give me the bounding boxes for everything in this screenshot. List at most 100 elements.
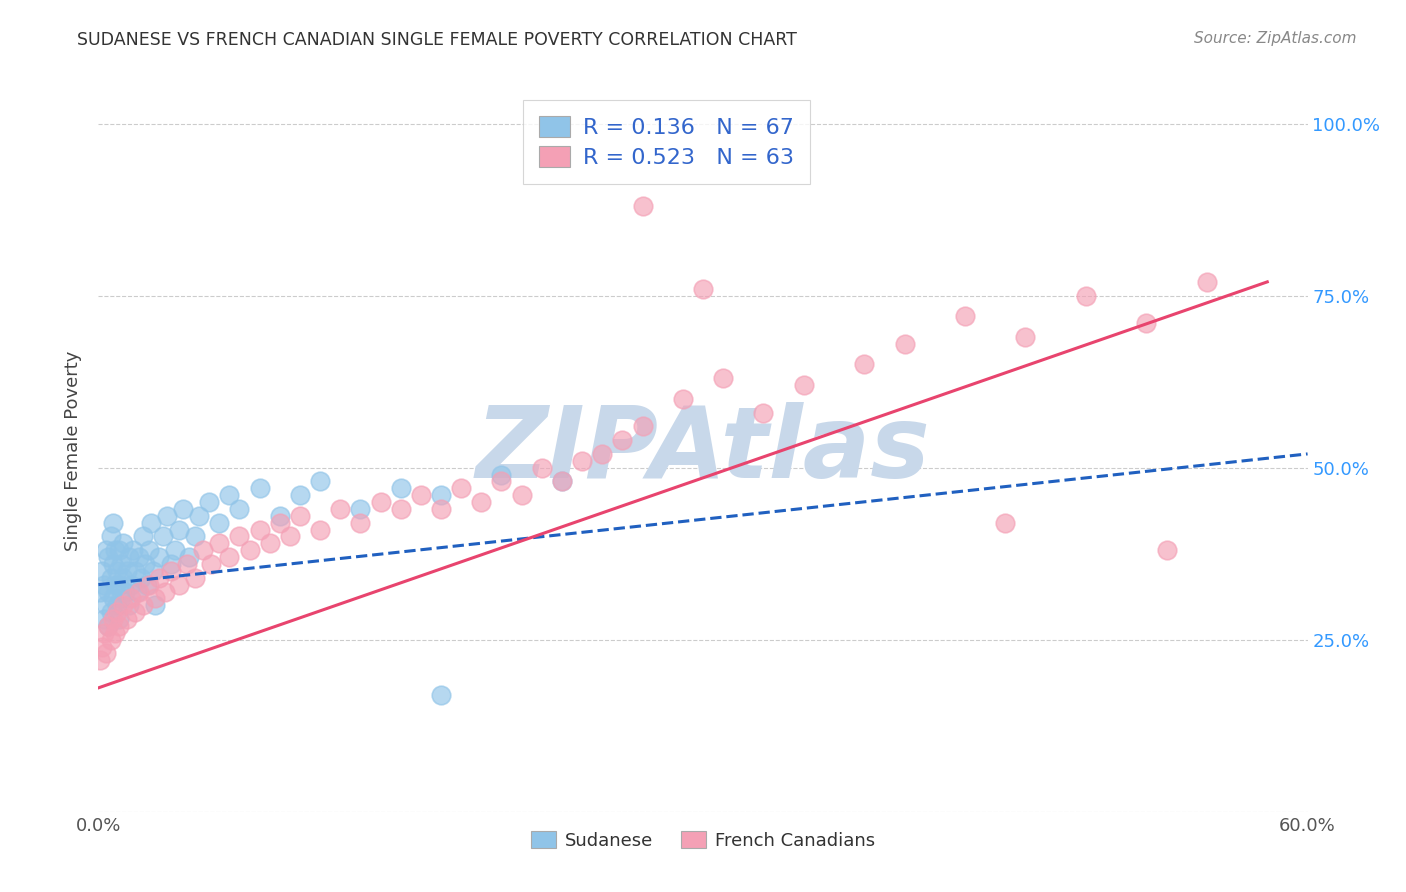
Point (132, 529, 155, 543)
Point (132, 599, 155, 613)
Point (288, 508, 311, 523)
Point (389, 502, 412, 516)
Point (128, 550, 150, 565)
Point (120, 591, 142, 606)
Point (184, 529, 207, 543)
Point (853, 358, 876, 372)
Point (349, 502, 371, 516)
Point (167, 523, 190, 537)
Point (153, 584, 176, 599)
Point (100, 632, 122, 647)
Point (491, 467, 513, 482)
Point (1074, 288, 1097, 302)
Point (510, 488, 533, 502)
Point (97, 550, 120, 565)
Point (218, 488, 240, 502)
Point (110, 591, 132, 606)
Point (893, 336, 915, 351)
Point (120, 577, 142, 591)
Point (148, 571, 170, 585)
Point (551, 475, 574, 489)
Point (994, 516, 1017, 530)
Point (1195, 275, 1218, 289)
Point (193, 543, 215, 558)
Point (101, 591, 124, 606)
Text: Source: ZipAtlas.com: Source: ZipAtlas.com (1194, 31, 1357, 46)
Point (228, 502, 250, 516)
Point (96, 543, 118, 558)
Point (571, 454, 593, 468)
Point (103, 577, 125, 591)
Point (138, 577, 160, 591)
Point (91, 640, 114, 654)
Point (188, 508, 211, 523)
Point (124, 605, 146, 619)
Point (115, 564, 138, 578)
Point (101, 612, 124, 626)
Text: ZIPAtlas: ZIPAtlas (475, 402, 931, 499)
Point (672, 392, 695, 406)
Point (107, 612, 129, 626)
Point (200, 557, 222, 571)
Point (953, 310, 976, 324)
Point (148, 550, 170, 565)
Point (110, 557, 132, 571)
Point (105, 605, 128, 619)
Point (139, 516, 162, 530)
Text: SUDANESE VS FRENCH CANADIAN SINGLE FEMALE POVERTY CORRELATION CHART: SUDANESE VS FRENCH CANADIAN SINGLE FEMAL… (77, 31, 797, 49)
Point (430, 488, 453, 502)
Point (259, 536, 281, 550)
Point (138, 543, 160, 558)
Point (612, 433, 634, 447)
Point (101, 557, 124, 571)
Point (176, 557, 198, 571)
Point (97, 619, 120, 633)
Point (349, 516, 371, 530)
Point (100, 605, 122, 619)
Point (1156, 543, 1178, 558)
Point (1014, 330, 1036, 344)
Point (752, 406, 775, 420)
Point (208, 536, 231, 550)
Point (551, 475, 574, 489)
Point (115, 612, 138, 626)
Point (100, 529, 122, 543)
Point (101, 516, 124, 530)
Legend: Sudanese, French Canadians: Sudanese, French Canadians (524, 823, 882, 857)
Point (288, 488, 311, 502)
Point (89, 653, 111, 667)
Point (103, 543, 125, 558)
Point (711, 371, 734, 385)
Point (309, 475, 332, 489)
Point (163, 543, 186, 558)
Point (450, 481, 472, 495)
Point (470, 495, 492, 509)
Point (228, 529, 250, 543)
Point (134, 557, 156, 571)
Point (96, 647, 118, 661)
Point (370, 495, 392, 509)
Point (135, 577, 157, 591)
Point (111, 571, 134, 585)
Point (208, 516, 231, 530)
Point (91, 564, 114, 578)
Y-axis label: Single Female Poverty: Single Female Poverty (65, 351, 83, 550)
Point (430, 688, 453, 702)
Point (249, 523, 271, 537)
Point (160, 557, 183, 571)
Point (93, 577, 115, 591)
Point (93, 625, 115, 640)
Point (107, 619, 129, 633)
Point (96, 599, 118, 613)
Point (389, 481, 412, 495)
Point (97, 619, 120, 633)
Point (239, 543, 262, 558)
Point (107, 543, 129, 558)
Point (103, 625, 125, 640)
Point (793, 378, 815, 392)
Point (172, 502, 194, 516)
Point (160, 564, 183, 578)
Point (530, 460, 553, 475)
Point (278, 529, 301, 543)
Point (152, 529, 174, 543)
